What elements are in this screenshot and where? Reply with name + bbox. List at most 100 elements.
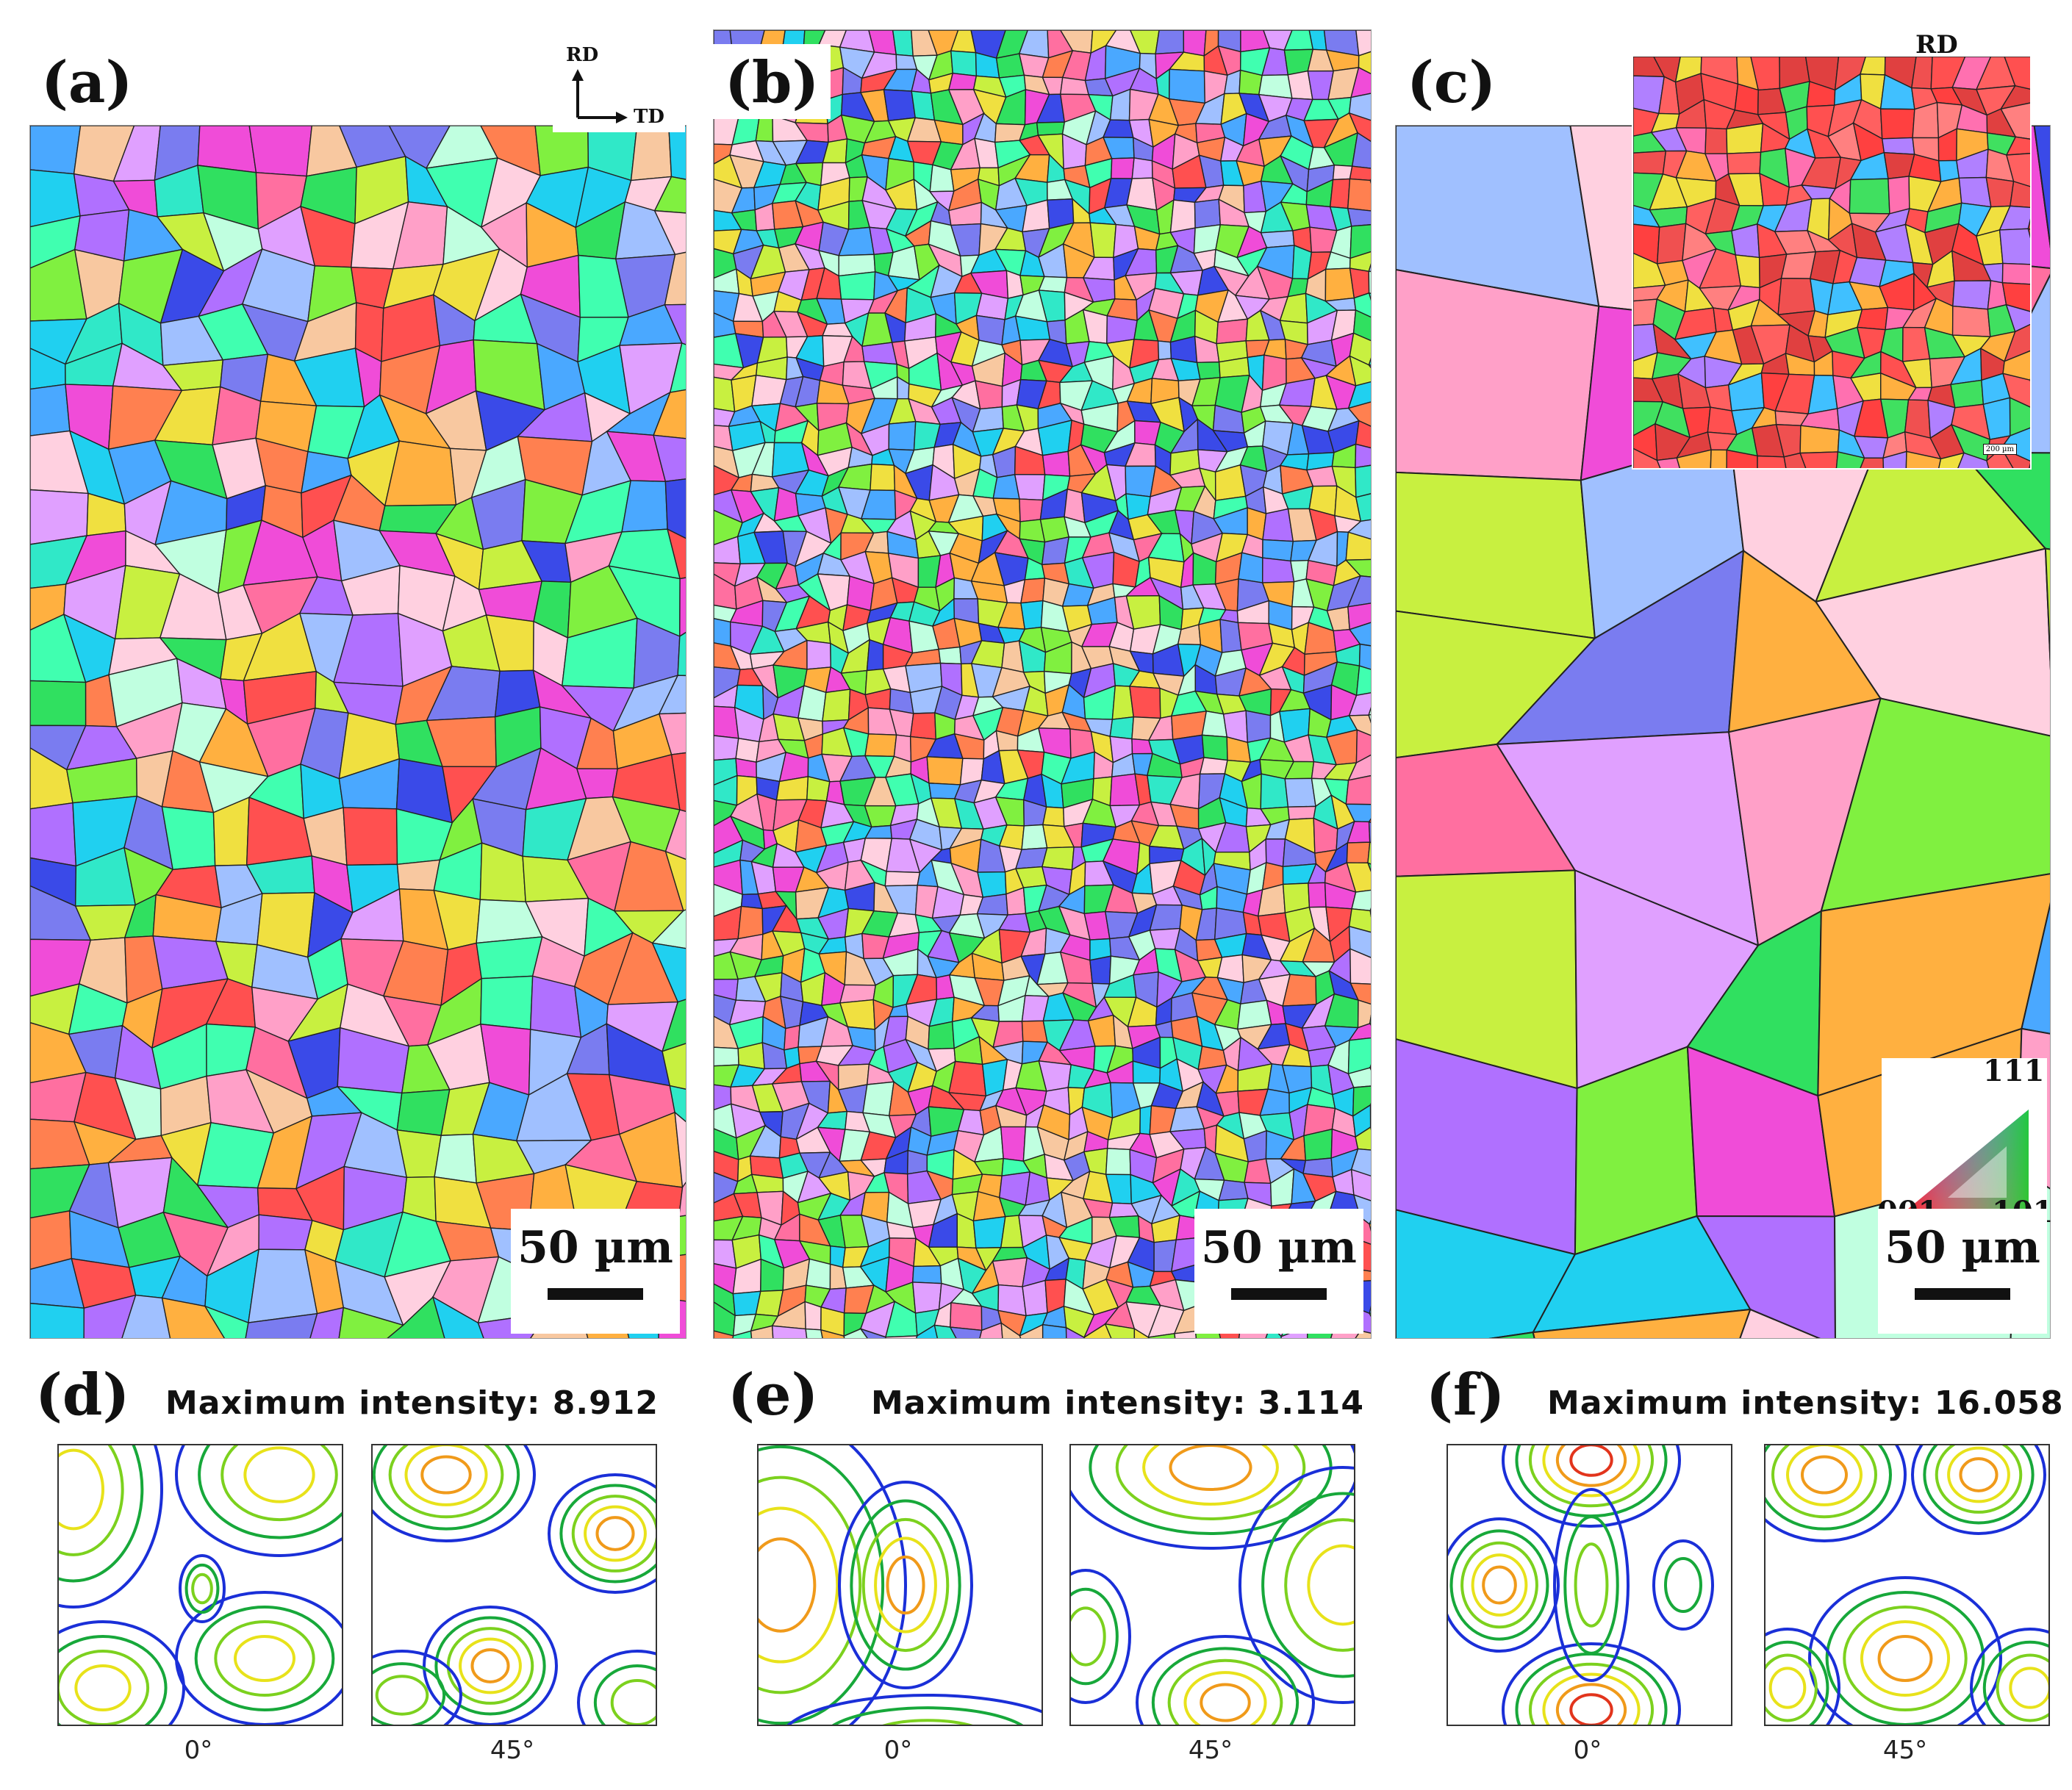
grain bbox=[1835, 451, 1865, 468]
contour-line bbox=[1860, 1620, 1951, 1697]
grain bbox=[664, 809, 686, 860]
grain bbox=[662, 1043, 686, 1090]
grain bbox=[1019, 1323, 1044, 1338]
grain bbox=[1262, 539, 1294, 562]
grain-map-b bbox=[714, 30, 1371, 1338]
grain bbox=[1777, 278, 1816, 316]
grain bbox=[30, 802, 77, 867]
grain bbox=[1881, 137, 1915, 155]
grain bbox=[1350, 66, 1371, 98]
contour-line bbox=[1460, 1541, 1538, 1629]
grain bbox=[121, 1294, 171, 1338]
grain-map-a bbox=[30, 126, 686, 1338]
contour-line bbox=[1574, 1542, 1609, 1628]
grain bbox=[1022, 1279, 1048, 1317]
grain bbox=[2002, 350, 2030, 381]
grain bbox=[2005, 303, 2030, 333]
grain bbox=[2009, 397, 2030, 437]
grain bbox=[1368, 292, 1371, 301]
contour-line bbox=[1664, 1557, 1702, 1613]
ipf-triangle-icon bbox=[1904, 1110, 2029, 1214]
contour-line bbox=[882, 1719, 973, 1725]
contour-line bbox=[1553, 1488, 1630, 1682]
contour-line bbox=[59, 1445, 144, 1583]
grain bbox=[928, 1021, 955, 1050]
grain bbox=[2005, 136, 2030, 156]
grain bbox=[1345, 531, 1371, 561]
grain bbox=[1369, 1067, 1371, 1071]
grain bbox=[1960, 451, 2050, 550]
contour-line bbox=[184, 1563, 220, 1614]
contour-line bbox=[1307, 1544, 1354, 1626]
contour-line bbox=[1238, 1466, 1354, 1704]
grain bbox=[653, 389, 686, 439]
grain bbox=[1820, 697, 2050, 913]
grain bbox=[1358, 51, 1371, 75]
grain bbox=[1042, 1323, 1067, 1338]
contour-line bbox=[1935, 1445, 2023, 1514]
grain bbox=[750, 1325, 774, 1338]
grain bbox=[1109, 773, 1141, 807]
contour-line bbox=[470, 1648, 510, 1683]
grain bbox=[1238, 552, 1263, 583]
grain bbox=[820, 1329, 845, 1338]
grain bbox=[1014, 474, 1046, 501]
contour-line bbox=[571, 1495, 656, 1572]
grain bbox=[1349, 355, 1371, 387]
grain bbox=[1000, 1126, 1027, 1162]
grain bbox=[30, 680, 87, 727]
grain bbox=[1358, 643, 1371, 670]
angle-label-e-45: 45° bbox=[1188, 1736, 1233, 1765]
grain bbox=[1169, 68, 1206, 104]
grain bbox=[1656, 223, 1687, 265]
grain bbox=[1245, 710, 1272, 744]
contour-line bbox=[1542, 1672, 1641, 1725]
rd-label: RD bbox=[566, 44, 599, 66]
grain bbox=[670, 752, 686, 813]
grain bbox=[843, 1328, 868, 1338]
grain bbox=[630, 126, 673, 181]
contour-line bbox=[1542, 1445, 1641, 1498]
grain bbox=[1656, 457, 1680, 468]
grain bbox=[161, 1297, 226, 1338]
grain bbox=[1704, 127, 1728, 154]
grain bbox=[653, 176, 686, 214]
inset-scale-bar: 200 µm bbox=[1982, 444, 2017, 455]
scale-bar-c: 50 µm bbox=[1878, 1209, 2047, 1334]
grain bbox=[1265, 838, 1286, 868]
contour-line bbox=[1765, 1445, 1907, 1542]
grain bbox=[1349, 622, 1371, 647]
grain bbox=[1083, 1323, 1112, 1338]
grain bbox=[2029, 463, 2030, 468]
contour-line bbox=[1569, 1445, 1613, 1477]
contour-line bbox=[1947, 1446, 2010, 1503]
grain bbox=[197, 126, 257, 173]
grain bbox=[1348, 714, 1371, 736]
grain bbox=[1952, 280, 1992, 310]
grain bbox=[431, 1295, 484, 1338]
grain bbox=[1396, 268, 1600, 481]
grain bbox=[1347, 381, 1371, 409]
grain bbox=[771, 1325, 808, 1338]
grain bbox=[1089, 222, 1117, 259]
contour-line bbox=[1200, 1683, 1251, 1722]
grain bbox=[30, 384, 71, 436]
td-label: TD bbox=[634, 106, 664, 128]
panel-label-f: (f) bbox=[1426, 1362, 1505, 1428]
grain bbox=[1532, 1308, 1752, 1338]
grain bbox=[1695, 1215, 1836, 1338]
contour-line bbox=[434, 1616, 546, 1716]
grain bbox=[1350, 1148, 1371, 1177]
contour-line bbox=[559, 1484, 656, 1584]
grain bbox=[1905, 450, 1942, 468]
contour-line bbox=[234, 1635, 295, 1682]
grain bbox=[678, 1182, 686, 1218]
grain bbox=[1194, 198, 1221, 229]
contour-line bbox=[1569, 1693, 1613, 1725]
grain bbox=[204, 1305, 249, 1338]
contour-line bbox=[1877, 1635, 1933, 1682]
grain bbox=[653, 209, 686, 256]
grain bbox=[1169, 199, 1196, 234]
contour-line bbox=[404, 1445, 488, 1506]
grain bbox=[1488, 1331, 1535, 1338]
